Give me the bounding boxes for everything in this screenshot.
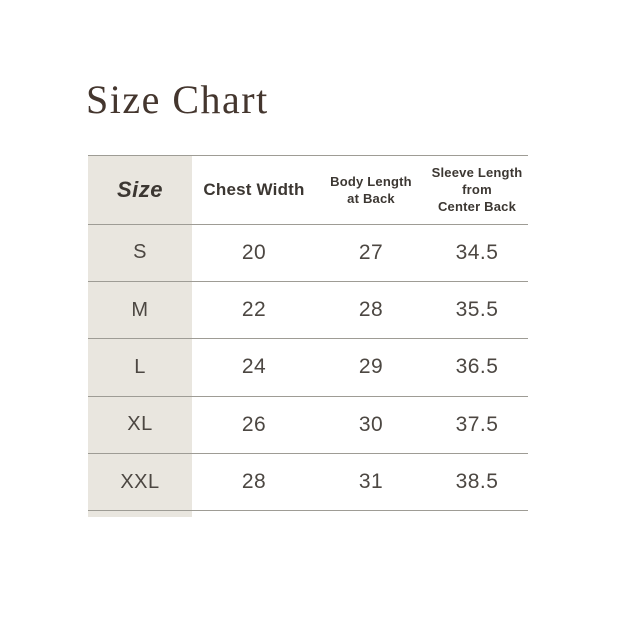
size-chart-table: Size Chest Width Body Length at Back Sle…: [88, 155, 528, 518]
header-cell-chest-width: Chest Width: [203, 179, 305, 199]
chest-width-cell: 22: [241, 298, 267, 322]
sleeve-length-cell: 36.5: [455, 355, 499, 379]
size-chart: Size Chest Width Body Length at Back Sle…: [88, 155, 528, 511]
table-row: XXL 28 31 38.5: [88, 453, 528, 511]
chest-width-cell: 26: [241, 412, 267, 436]
size-column-overflow: [88, 511, 192, 518]
body-length-cell: 31: [358, 470, 384, 494]
sleeve-length-cell: 37.5: [455, 412, 499, 436]
page-title: Size Chart: [86, 77, 269, 122]
size-cell: XXL: [88, 453, 192, 511]
body-length-cell: 29: [358, 355, 384, 379]
size-cell: L: [88, 338, 192, 397]
size-cell: XL: [88, 396, 192, 454]
body-length-cell: 30: [358, 412, 384, 436]
chest-width-cell: 24: [241, 355, 267, 379]
body-length-cell: 28: [358, 298, 384, 322]
table-row: S 20 27 34.5: [88, 224, 528, 282]
size-cell: S: [88, 224, 192, 282]
size-cell: M: [88, 281, 192, 339]
sleeve-length-cell: 35.5: [455, 298, 499, 322]
body-length-cell: 27: [358, 240, 384, 264]
header-cell-size: Size: [88, 155, 192, 224]
chest-width-cell: 28: [241, 470, 267, 494]
chest-width-cell: 20: [241, 240, 267, 264]
table-header-row: Size Chest Width Body Length at Back Sle…: [88, 155, 528, 224]
header-cell-body-length: Body Length at Back: [330, 173, 412, 206]
table-row: L 24 29 36.5: [88, 338, 528, 397]
table-row: XL 26 30 37.5: [88, 396, 528, 454]
table-row: M 22 28 35.5: [88, 281, 528, 339]
sleeve-length-cell: 34.5: [455, 240, 499, 264]
sleeve-length-cell: 38.5: [455, 470, 499, 494]
header-cell-sleeve-length: Sleeve Length from Center Back: [431, 165, 523, 215]
